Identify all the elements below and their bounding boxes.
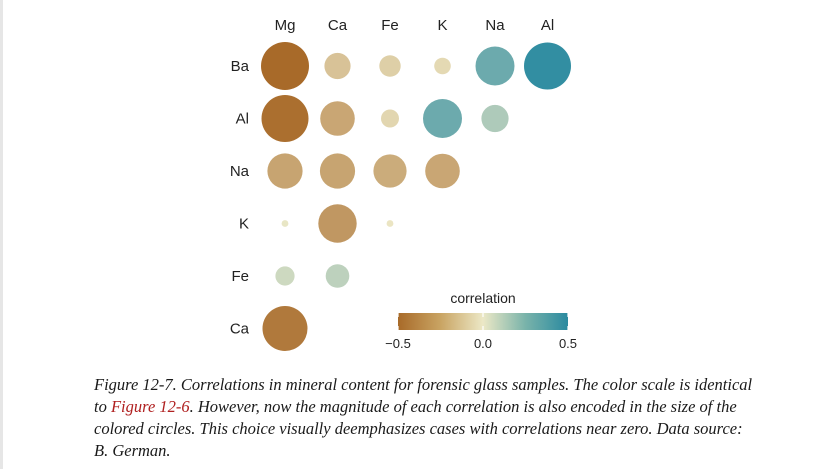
color-legend: correlation −0.5 0.0 0.5 xyxy=(385,290,577,351)
legend-tick-label: −0.5 xyxy=(385,336,411,351)
legend-tick-label: 0.5 xyxy=(559,336,577,351)
correlation-circle xyxy=(475,46,515,86)
correlation-circle xyxy=(379,55,401,77)
row-label: K xyxy=(239,216,249,233)
figure-reference-link[interactable]: Figure 12-6 xyxy=(110,397,190,416)
legend-tick-label: 0.0 xyxy=(474,336,492,351)
row-label: Al xyxy=(236,111,249,128)
correlation-circles xyxy=(261,42,571,351)
correlation-circle xyxy=(434,57,451,75)
correlation-circle xyxy=(324,52,351,80)
row-label: Na xyxy=(230,163,250,180)
correlation-circle xyxy=(319,153,356,189)
caption-text-1: Figure 12-7. Correlations in mineral con… xyxy=(94,375,753,416)
correlation-circle xyxy=(267,153,303,189)
column-labels: Mg Ca Fe K Na Al xyxy=(275,17,555,34)
correlogram-chart: Mg Ca Fe K Na Al Ba Al Na K Fe Ca correlation −0.5… xyxy=(230,17,577,351)
correlation-circle xyxy=(281,220,289,227)
column-label: Ca xyxy=(328,17,348,34)
correlation-circle xyxy=(325,264,350,288)
row-label: Ca xyxy=(230,321,250,338)
column-label: Fe xyxy=(381,17,399,34)
legend-title: correlation xyxy=(450,290,515,306)
row-labels: Ba Al Na K Fe Ca xyxy=(230,58,250,338)
column-label: Al xyxy=(541,17,554,34)
correlation-circle xyxy=(425,153,460,189)
correlation-circle xyxy=(481,104,509,133)
correlation-circle xyxy=(423,99,462,138)
correlation-circle xyxy=(262,306,308,351)
correlation-circle xyxy=(386,220,394,227)
column-label: Mg xyxy=(275,17,296,34)
row-label: Ba xyxy=(231,58,250,75)
caption-text-2: . However, now the magnitude of each cor… xyxy=(94,397,743,460)
row-label: Fe xyxy=(231,268,249,285)
correlation-circle xyxy=(524,42,571,90)
correlation-circle xyxy=(320,101,355,136)
correlation-circle xyxy=(381,109,399,128)
column-label: K xyxy=(437,17,447,34)
legend-colorbar xyxy=(398,313,568,330)
correlation-circle xyxy=(318,204,357,243)
page-edge xyxy=(0,0,3,469)
correlation-circle xyxy=(261,42,309,90)
correlation-circle xyxy=(373,154,407,188)
figure-caption: Figure 12-7. Correlations in mineral con… xyxy=(94,374,754,462)
correlation-circle xyxy=(261,95,309,142)
correlation-circle xyxy=(275,266,295,286)
column-label: Na xyxy=(485,17,505,34)
legend-ticks: −0.5 0.0 0.5 xyxy=(385,313,577,351)
